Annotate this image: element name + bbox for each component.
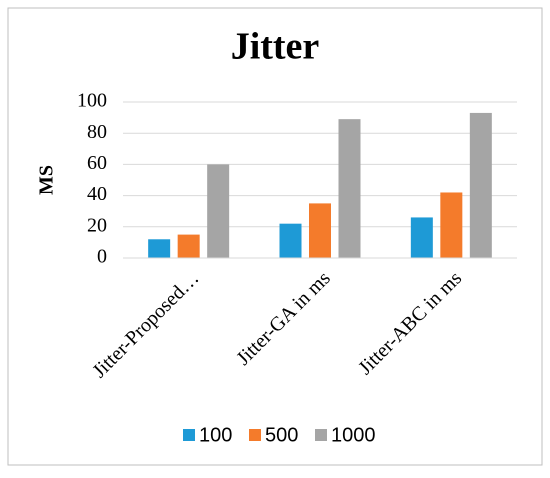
chart-title: Jitter bbox=[231, 26, 320, 68]
bar bbox=[469, 112, 492, 258]
y-axis-label: MS bbox=[36, 165, 58, 195]
legend-label: 100 bbox=[199, 424, 232, 446]
legend-label: 500 bbox=[265, 424, 298, 446]
legend-swatch bbox=[183, 429, 195, 441]
bar bbox=[338, 119, 361, 258]
bar bbox=[279, 223, 302, 258]
y-tick-label: 40 bbox=[87, 183, 107, 205]
y-tick-label: 100 bbox=[77, 90, 107, 112]
bar bbox=[440, 192, 463, 258]
y-tick-label: 0 bbox=[97, 246, 107, 268]
bar bbox=[207, 164, 230, 258]
y-tick-label: 60 bbox=[87, 152, 107, 174]
bar bbox=[410, 217, 433, 258]
bar bbox=[148, 239, 171, 258]
legend-label: 1000 bbox=[331, 424, 376, 446]
y-tick-label: 20 bbox=[87, 214, 107, 236]
bar bbox=[177, 234, 200, 258]
y-tick-label: 80 bbox=[87, 121, 107, 143]
legend-swatch bbox=[315, 429, 327, 441]
legend-swatch bbox=[249, 429, 261, 441]
bar bbox=[309, 203, 331, 258]
